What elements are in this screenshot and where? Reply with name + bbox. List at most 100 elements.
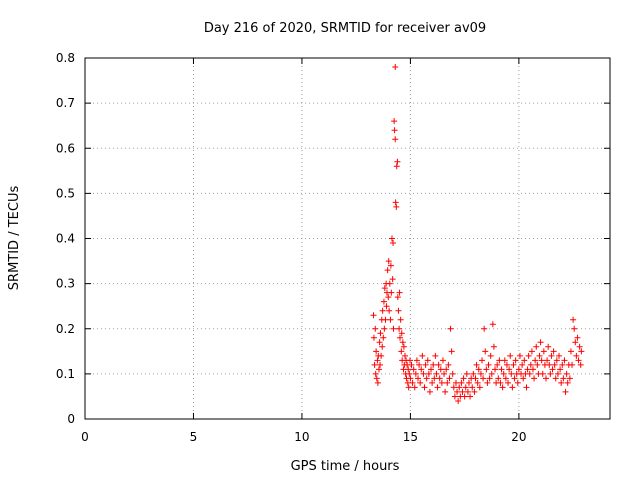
data-point bbox=[392, 199, 399, 206]
data-point bbox=[431, 375, 438, 382]
data-point bbox=[514, 379, 521, 386]
data-point bbox=[531, 375, 538, 382]
data-point bbox=[473, 361, 480, 368]
data-point bbox=[386, 280, 393, 287]
data-point bbox=[496, 357, 503, 364]
data-point bbox=[563, 370, 570, 377]
data-point bbox=[393, 203, 400, 210]
data-point bbox=[411, 384, 418, 391]
data-point bbox=[462, 384, 469, 391]
data-point bbox=[553, 357, 560, 364]
data-point bbox=[519, 361, 526, 368]
x-tick-label: 15 bbox=[403, 430, 418, 444]
data-point bbox=[481, 325, 488, 332]
data-point bbox=[371, 361, 378, 368]
data-point bbox=[391, 127, 398, 134]
data-point bbox=[464, 388, 471, 395]
data-point bbox=[479, 357, 486, 364]
data-point bbox=[389, 276, 396, 283]
data-point bbox=[409, 379, 416, 386]
data-point bbox=[556, 352, 563, 359]
data-point bbox=[407, 375, 414, 382]
chart-title: Day 216 of 2020, SRMTID for receiver av0… bbox=[204, 21, 486, 36]
data-point bbox=[567, 348, 574, 355]
data-point bbox=[397, 334, 403, 341]
data-point bbox=[443, 366, 450, 373]
data-point bbox=[456, 384, 463, 391]
data-point bbox=[521, 357, 528, 364]
data-point bbox=[529, 366, 536, 373]
data-point bbox=[488, 370, 495, 377]
data-point bbox=[534, 361, 541, 368]
data-point bbox=[381, 325, 388, 332]
data-point bbox=[454, 388, 461, 395]
data-point bbox=[573, 352, 580, 359]
data-point bbox=[520, 375, 527, 382]
data-point bbox=[373, 375, 380, 382]
data-point bbox=[499, 384, 506, 391]
data-point bbox=[408, 361, 415, 368]
data-point bbox=[578, 348, 585, 355]
data-point bbox=[416, 361, 423, 368]
data-point bbox=[461, 393, 468, 400]
data-point bbox=[420, 370, 427, 377]
data-point bbox=[428, 366, 435, 373]
data-point bbox=[415, 375, 422, 382]
data-point bbox=[432, 352, 439, 359]
data-point bbox=[435, 361, 442, 368]
data-point bbox=[562, 388, 569, 395]
data-point bbox=[385, 294, 392, 301]
data-point bbox=[444, 379, 451, 386]
data-point bbox=[495, 375, 502, 382]
data-point bbox=[430, 361, 437, 368]
y-tick-label: 0.5 bbox=[56, 186, 75, 200]
data-point bbox=[497, 379, 504, 386]
data-point bbox=[436, 375, 443, 382]
data-point bbox=[471, 388, 478, 395]
data-point bbox=[379, 307, 386, 314]
data-point bbox=[515, 366, 522, 373]
x-tick-label: 0 bbox=[81, 430, 89, 444]
data-point bbox=[548, 352, 555, 359]
data-point bbox=[561, 357, 568, 364]
data-point bbox=[418, 366, 425, 373]
data-point bbox=[452, 379, 459, 386]
data-point bbox=[450, 384, 457, 391]
data-point bbox=[449, 370, 456, 377]
axis-ticks: 0 5 10 15 20 0 0.1 0.2 0.3 0.4 0.5 0.6 0.7 0.8 bbox=[56, 51, 610, 444]
data-point bbox=[434, 384, 441, 391]
data-point bbox=[433, 370, 440, 377]
data-point bbox=[498, 366, 505, 373]
data-point bbox=[570, 316, 577, 323]
data-point bbox=[516, 352, 523, 359]
data-point bbox=[396, 289, 403, 296]
data-point bbox=[487, 352, 494, 359]
data-point bbox=[385, 258, 392, 265]
data-point bbox=[545, 343, 552, 350]
x-tick-label: 20 bbox=[511, 430, 526, 444]
data-point bbox=[512, 357, 519, 364]
data-point bbox=[536, 352, 543, 359]
data-point bbox=[398, 348, 405, 355]
data-point bbox=[388, 289, 395, 296]
data-point bbox=[539, 370, 546, 377]
data-point bbox=[441, 370, 448, 377]
data-point bbox=[378, 352, 385, 359]
data-point bbox=[424, 357, 431, 364]
data-point bbox=[574, 334, 581, 341]
data-point bbox=[544, 357, 551, 364]
y-tick-label: 0.8 bbox=[56, 51, 75, 65]
data-point bbox=[392, 64, 399, 71]
data-point bbox=[524, 366, 531, 373]
data-point bbox=[405, 366, 412, 373]
data-point bbox=[564, 379, 571, 386]
data-point bbox=[390, 240, 397, 247]
data-point bbox=[571, 325, 578, 332]
data-point bbox=[560, 375, 567, 382]
data-point bbox=[442, 388, 449, 395]
data-point bbox=[476, 384, 483, 391]
data-point bbox=[374, 379, 381, 386]
data-point bbox=[438, 379, 445, 386]
y-tick-label: 0.2 bbox=[56, 322, 75, 336]
